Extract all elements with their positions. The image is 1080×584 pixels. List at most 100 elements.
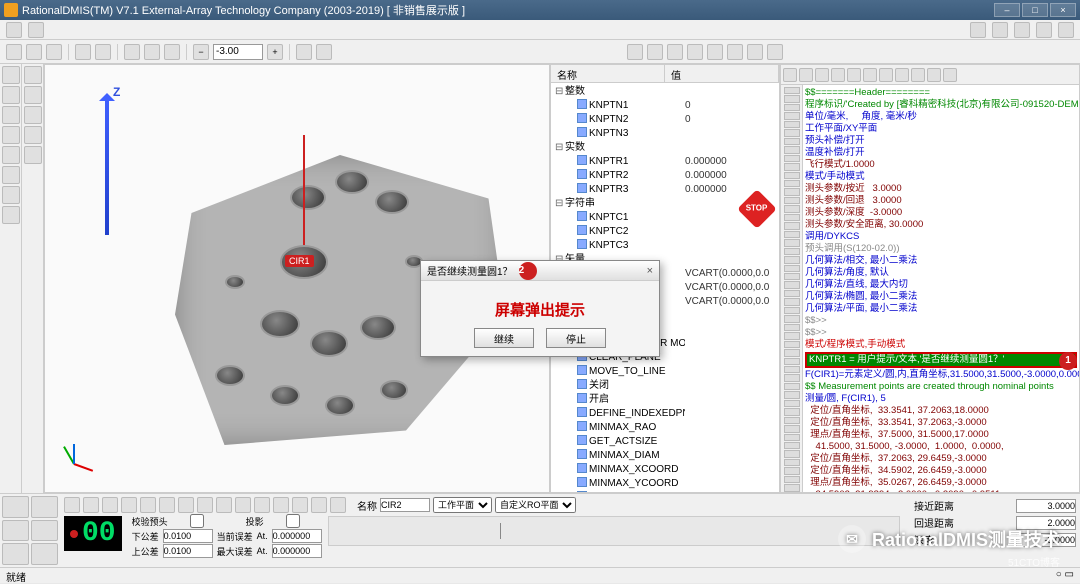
light-icon[interactable] (767, 44, 783, 60)
print-icon[interactable] (831, 68, 845, 82)
tree-group[interactable]: ⊟实数 (553, 141, 777, 155)
code-line[interactable]: 模式/手动模式 (805, 171, 1077, 183)
curr-input[interactable] (272, 529, 322, 543)
tree-item[interactable]: KNPTN20 (553, 113, 777, 127)
cone-icon[interactable] (2, 186, 20, 204)
link-icon[interactable] (727, 44, 743, 60)
tree-item[interactable]: 开启 (553, 393, 777, 407)
code-line[interactable]: 理点/直角坐标, 35.0267, 26.6459,-3.0000 (805, 477, 1077, 489)
deviation-slider[interactable] (328, 516, 900, 546)
dialog-titlebar[interactable]: 是否继续测量圆1？ 2 × (421, 261, 659, 281)
feat-icon[interactable] (121, 497, 137, 513)
code-line[interactable]: 测头参数/深度 -3.0000 (805, 207, 1077, 219)
feat-icon[interactable] (64, 497, 80, 513)
feat-icon[interactable] (216, 497, 232, 513)
stop2-icon[interactable] (943, 68, 957, 82)
code-line[interactable]: 几何算法/直线, 最大内切 (805, 279, 1077, 291)
upper-input[interactable] (163, 544, 213, 558)
roplane-select[interactable]: 自定义RO平面 (495, 497, 576, 513)
code-line[interactable]: $$=======Header======== (805, 87, 1077, 99)
code-line[interactable]: $$>> (805, 327, 1077, 339)
tree-item[interactable]: MINMAX_XCOORD (553, 463, 777, 477)
tool-icon[interactable] (296, 44, 312, 60)
code-line[interactable]: 工作平面/XY平面 (805, 123, 1077, 135)
lower-input[interactable] (163, 529, 213, 543)
new-icon[interactable] (6, 44, 22, 60)
minus-icon[interactable]: − (193, 44, 209, 60)
feat-icon[interactable] (83, 497, 99, 513)
tree-item[interactable]: KNPTR30.000000 (553, 183, 777, 197)
tree-item[interactable]: 关闭 (553, 379, 777, 393)
sphere-icon[interactable] (2, 206, 20, 224)
feat-icon[interactable] (254, 497, 270, 513)
redo-icon[interactable] (95, 44, 111, 60)
mode-button[interactable] (2, 543, 29, 565)
feat-icon[interactable] (330, 497, 346, 513)
code-line[interactable]: 测头参数/回退 3.0000 (805, 195, 1077, 207)
feat-icon[interactable] (311, 497, 327, 513)
view-icon[interactable] (24, 126, 42, 144)
feat-icon[interactable] (235, 497, 251, 513)
feat-icon[interactable] (197, 497, 213, 513)
feat-icon[interactable] (159, 497, 175, 513)
view-icon[interactable] (24, 66, 42, 84)
code-line[interactable]: 模式/程序模式,手动模式 (805, 339, 1077, 351)
code-line[interactable]: 预头调用(S(120-02.0)) (805, 243, 1077, 255)
undo-icon[interactable] (75, 44, 91, 60)
code-line[interactable]: 预头补偿/打开 (805, 135, 1077, 147)
cylinder-icon[interactable] (2, 166, 20, 184)
plus-icon[interactable]: + (267, 44, 283, 60)
mode-button[interactable] (31, 496, 58, 518)
view-icon[interactable] (24, 146, 42, 164)
code-line[interactable]: 几何算法/椭圆, 最小二乘法 (805, 291, 1077, 303)
feat-icon[interactable] (102, 497, 118, 513)
open-icon[interactable] (26, 44, 42, 60)
code-line[interactable]: 几何算法/平面, 最小二乘法 (805, 303, 1077, 315)
max-input[interactable] (272, 544, 322, 558)
grid-icon[interactable] (747, 44, 763, 60)
feat-icon[interactable] (178, 497, 194, 513)
code-line[interactable]: 测量/圆, F(CIR1), 5 (805, 393, 1077, 405)
folder-icon[interactable] (815, 68, 829, 82)
feat-icon[interactable] (140, 497, 156, 513)
code-line[interactable]: 程序标识/'Created by [睿科精密科技(北京)有限公司-091520-… (805, 99, 1077, 111)
mode-button[interactable] (31, 543, 58, 565)
tree-item[interactable]: DEFINE_INDEXEDPNT (553, 407, 777, 421)
menu-icon[interactable] (6, 22, 22, 38)
code-line[interactable]: 调用/DYKCS (805, 231, 1077, 243)
code-line[interactable]: 测头参数/安全距离, 30.0000 (805, 219, 1077, 231)
dialog-close-icon[interactable]: × (647, 265, 653, 277)
view-icon[interactable] (24, 106, 42, 124)
chart-icon[interactable] (124, 44, 140, 60)
save-icon[interactable] (799, 68, 813, 82)
tree-item[interactable]: KNPTC3 (553, 239, 777, 253)
numeric-input[interactable] (213, 44, 263, 60)
tree-item[interactable]: MINMAX_RAO (553, 421, 777, 435)
name-input[interactable] (380, 498, 430, 512)
code-line[interactable]: 定位/直角坐标, 33.3541, 37.2063,18.0000 (805, 405, 1077, 417)
tree-item[interactable]: MINMAX_YCOORD (553, 477, 777, 491)
hand-icon[interactable] (647, 44, 663, 60)
snapshot-icon[interactable] (1014, 22, 1030, 38)
close-button[interactable]: × (1050, 3, 1076, 17)
code-line[interactable]: 定位/直角坐标, 34.5902, 26.6459,-3.0000 (805, 465, 1077, 477)
settings-icon[interactable] (1036, 22, 1052, 38)
paste-icon[interactable] (879, 68, 893, 82)
zoom-icon[interactable] (687, 44, 703, 60)
code-line[interactable]: 定位/直角坐标, 37.2063, 29.6459,-3.0000 (805, 453, 1077, 465)
code-line[interactable]: 飞行模式/1.0000 (805, 159, 1077, 171)
highlighted-code-line[interactable]: KNPTR1 = 用户提示/文本,'是否继续测量圆1？'1 (805, 352, 1077, 368)
line-icon[interactable] (2, 106, 20, 124)
feat-icon[interactable] (273, 497, 289, 513)
code-line[interactable]: 41.5000, 31.5000, -3.0000, 1.0000, 0.000… (805, 441, 1077, 453)
code-line[interactable]: 几何算法/角度, 默认 (805, 267, 1077, 279)
help-icon[interactable] (1058, 22, 1074, 38)
tree-item[interactable]: MOVE_TO_LINE (553, 365, 777, 379)
tree-item[interactable]: KNPTC2 (553, 225, 777, 239)
code-lines[interactable]: $$=======Header========程序标识/'Created by … (803, 85, 1079, 492)
code-line[interactable]: $$>> (805, 315, 1077, 327)
code-line[interactable]: 测头参数/按近 3.0000 (805, 183, 1077, 195)
code-line[interactable]: 定位/直角坐标, 33.3541, 37.2063,-3.0000 (805, 417, 1077, 429)
tree-item[interactable]: MINMAX_ZCOORD (553, 491, 777, 492)
step-icon[interactable] (927, 68, 941, 82)
